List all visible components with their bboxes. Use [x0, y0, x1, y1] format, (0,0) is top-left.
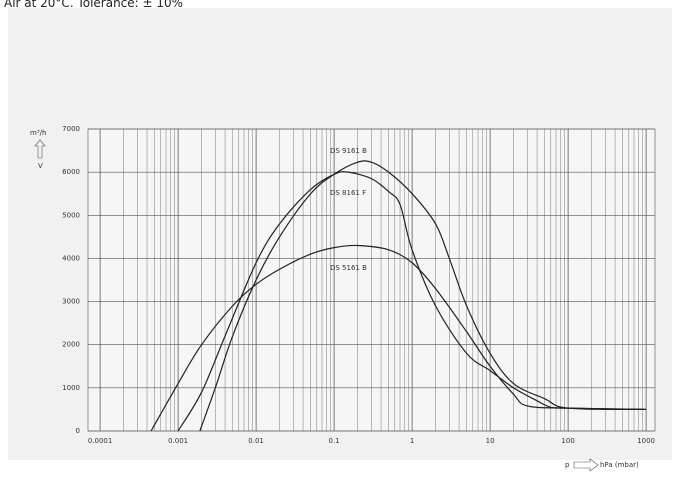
y-tick-label: 2000: [62, 341, 80, 349]
series-label: DS 5161 B: [330, 264, 367, 272]
y-tick-label: 5000: [62, 211, 80, 219]
y-tick-label: 0: [76, 427, 80, 435]
x-tick-label: 0.001: [168, 437, 188, 445]
chart-title: Air at 20°C. Tolerance: ± 10%: [4, 0, 184, 10]
x-tick-label: 0.1: [329, 437, 340, 445]
y-unit: m³/h: [30, 129, 46, 137]
x-tick-label: 1000: [637, 437, 655, 445]
y-tick-label: 3000: [62, 298, 80, 306]
x-tick-label: 0.01: [248, 437, 264, 445]
series-line: [199, 160, 647, 432]
y-tick-label: 7000: [62, 125, 80, 133]
x-label: p: [565, 461, 570, 469]
series-line: [150, 244, 647, 432]
series-label: DS 8161 F: [330, 189, 366, 197]
x-unit: hPa (mbar): [600, 461, 639, 469]
x-tick-label: 100: [561, 437, 574, 445]
y-tick-label: 6000: [62, 168, 80, 176]
series-label: DS 9161 B: [330, 147, 367, 155]
y-label: V: [38, 162, 43, 170]
x-arrow: [573, 458, 599, 472]
x-tick-label: 0.0001: [88, 437, 113, 445]
y-tick-label: 4000: [62, 254, 80, 262]
x-tick-label: 10: [486, 437, 495, 445]
series-line: [177, 171, 647, 432]
y-tick-label: 1000: [62, 384, 80, 392]
y-arrow: [34, 139, 46, 159]
x-tick-label: 1: [410, 437, 414, 445]
